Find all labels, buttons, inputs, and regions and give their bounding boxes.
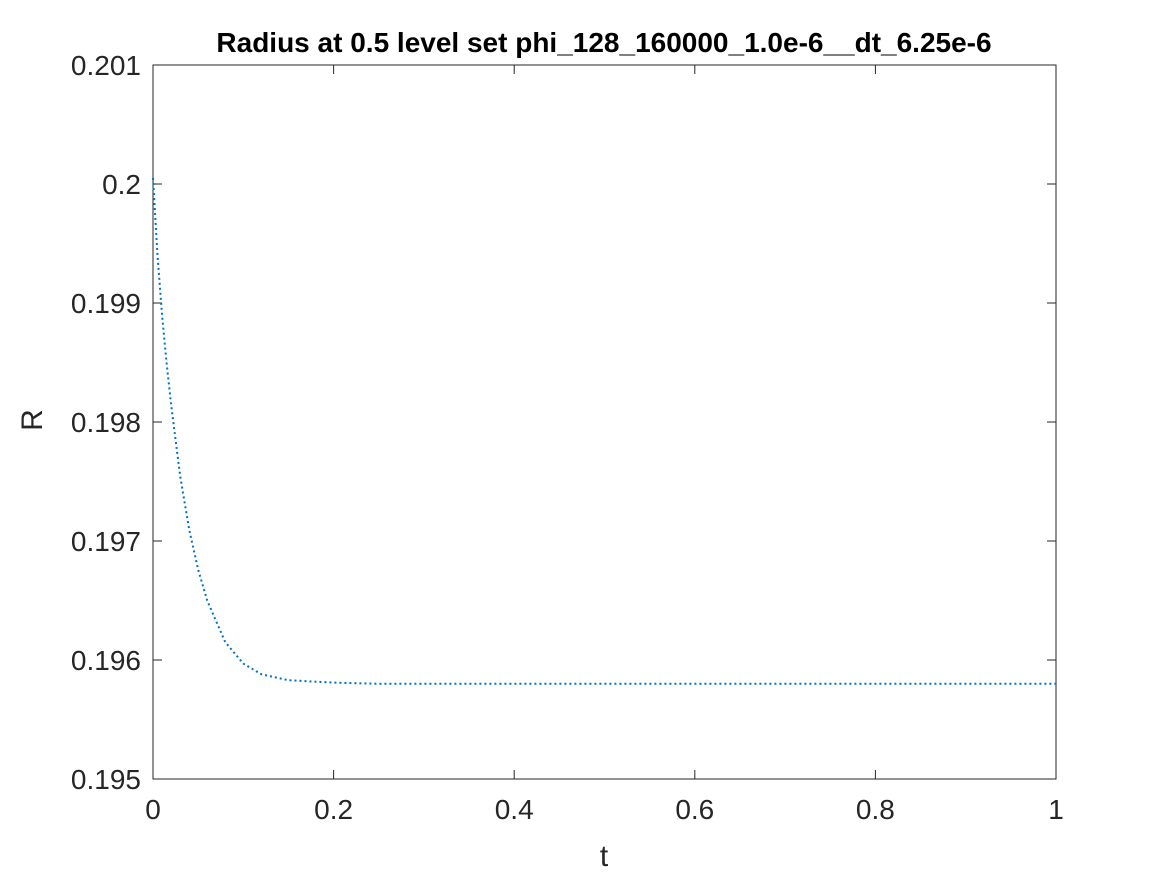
y-tick-label: 0.197 (71, 526, 141, 557)
x-tick-label: 0.2 (314, 794, 353, 825)
y-tick-label: 0.201 (71, 50, 141, 81)
x-tick-label: 0.4 (495, 794, 534, 825)
x-tick-label: 0.6 (675, 794, 714, 825)
y-tick-label: 0.195 (71, 764, 141, 795)
x-tick-label: 1 (1048, 794, 1064, 825)
x-tick-label: 0.8 (856, 794, 895, 825)
chart-title: Radius at 0.5 level set phi_128_160000_1… (216, 27, 991, 58)
y-tick-label: 0.198 (71, 407, 141, 438)
y-tick-label: 0.199 (71, 288, 141, 319)
x-axis-label: t (600, 840, 609, 873)
plot-layer: 0 0.2 0.4 0.6 0.8 1 0.195 0.196 0.197 0.198 0.199 0… (71, 50, 1064, 825)
y-axis-label: R (16, 409, 49, 431)
y-tick-label: 0.196 (71, 645, 141, 676)
y-tick-label: 0.2 (102, 169, 141, 200)
x-tick-label: 0 (145, 794, 161, 825)
series-line-0 (152, 177, 1056, 685)
